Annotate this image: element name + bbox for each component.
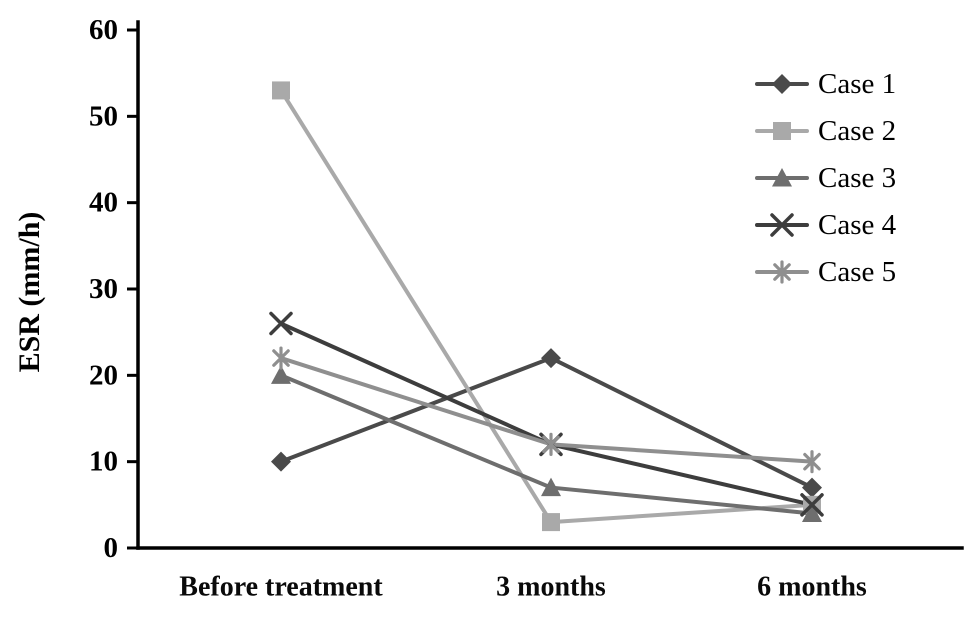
y-tick-label: 10: [89, 446, 118, 478]
y-tick-label: 40: [89, 187, 118, 219]
y-tick-label: 60: [89, 14, 118, 46]
point-case-3-2: [802, 503, 822, 522]
point-case-5-0: [272, 346, 290, 370]
y-tick-label: 30: [89, 273, 118, 305]
point-case-1-2: [802, 477, 822, 498]
point-case-2-1: [542, 513, 560, 532]
y-tick-label: 20: [89, 359, 118, 391]
x-tick-label-before-treatment: Before treatment: [179, 572, 383, 603]
legend-marker-case-4: [770, 213, 794, 237]
y-tick-label: 50: [89, 100, 118, 132]
legend-label-case-1: Case 1: [818, 68, 896, 100]
point-case-2-0: [272, 81, 290, 100]
legend-label-case-3: Case 3: [818, 162, 896, 194]
series-line-case-4: [279, 321, 814, 507]
point-case-1-1: [541, 348, 561, 369]
point-case-5-2: [803, 450, 821, 474]
legend-label-case-2: Case 2: [818, 115, 896, 147]
point-case-3-0: [271, 365, 291, 384]
point-case-4-2: [800, 493, 824, 517]
y-tick-label: 0: [104, 532, 119, 564]
point-case-3-1: [541, 477, 561, 497]
legend-marker-case-1: [772, 74, 792, 94]
legend-marker-case-3: [772, 168, 792, 187]
legend-label-case-4: Case 4: [818, 209, 897, 241]
point-case-4-0: [269, 311, 293, 336]
y-axis-title: ESR (mm/h): [13, 211, 46, 373]
legend-marker-case-5: [773, 260, 791, 284]
series-line-case-1: [279, 356, 814, 490]
point-case-1-0: [271, 451, 291, 472]
legend-label-case-5: Case 5: [818, 256, 896, 288]
point-case-5-1: [542, 432, 560, 456]
legend-marker-case-2: [773, 122, 791, 140]
x-tick-label-6-months: 6 months: [757, 572, 867, 603]
x-tick-label-3-months: 3 months: [496, 572, 606, 603]
